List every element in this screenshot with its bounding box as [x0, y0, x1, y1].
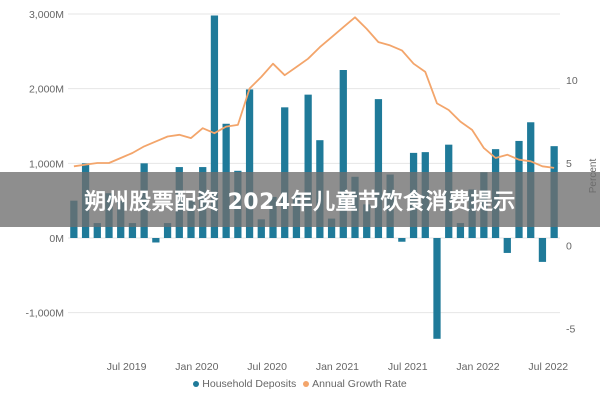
y-left-tick-label: 0M: [49, 233, 64, 245]
bar: [503, 238, 511, 253]
bar: [374, 99, 383, 239]
overlay-banner-text: 朔州股票配资 2024年儿童节饮食消费提示: [84, 189, 516, 215]
legend-swatch: [303, 381, 310, 387]
x-tick-label: Jul 2020: [247, 361, 287, 373]
x-tick-label: Jan 2022: [456, 361, 499, 373]
y-right-tick-label: 0: [566, 241, 572, 253]
y-right-tick-label: -5: [566, 323, 575, 335]
bar: [128, 223, 137, 238]
x-tick-label: Jul 2022: [528, 361, 568, 373]
gridlines: [68, 13, 560, 314]
line-series-annual-growth-rate: [73, 16, 555, 169]
x-tick-label: Jul 2021: [388, 361, 428, 373]
bar: [456, 223, 465, 238]
legend-item-household-deposits[interactable]: Household Deposits: [193, 378, 296, 390]
y-left-tick-label: 2,000M: [29, 84, 64, 96]
y-left-tick-label: -1,000M: [25, 308, 64, 320]
y-left-tick-label: 3,000M: [29, 9, 64, 21]
bar: [398, 238, 406, 242]
bar: [433, 238, 441, 339]
legend-label: Household Deposits: [202, 378, 297, 390]
x-tick-label: Jan 2021: [316, 361, 359, 373]
bar: [93, 223, 101, 238]
x-axis-labels: Jul 2019 Jan 2020 Jul 2020 Jan 2021 Jul 2021…: [107, 361, 569, 373]
bar: [538, 238, 547, 262]
y-right-tick-label: 10: [566, 75, 578, 87]
bar: [304, 94, 312, 238]
growth-rate-line: [73, 16, 555, 169]
bar: [339, 70, 347, 238]
overlay-banner: 朔州股票配资 2024年儿童节饮食消费提示: [0, 172, 600, 227]
bar: [327, 218, 336, 238]
bar: [152, 238, 160, 243]
bar: [210, 15, 219, 239]
y-left-tick-label: 1,000M: [29, 158, 64, 170]
legend-item-annual-growth-rate[interactable]: Annual Growth Rate: [303, 378, 407, 390]
bar: [163, 223, 172, 238]
x-tick-label: Jul 2019: [107, 361, 147, 373]
bar: [257, 219, 265, 238]
legend-swatch: [193, 381, 200, 387]
legend-label: Annual Growth Rate: [312, 378, 407, 390]
legend: Household Deposits Annual Growth Rate: [0, 378, 600, 390]
y-axis-left-labels: -1,000M 0M 1,000M 2,000M 3,000M: [25, 9, 64, 320]
y-axis-right-labels: -5 0 5 10: [566, 75, 578, 335]
bar: [245, 89, 254, 238]
y-right-tick-label: 5: [566, 158, 572, 170]
x-tick-label: Jan 2020: [175, 361, 218, 373]
